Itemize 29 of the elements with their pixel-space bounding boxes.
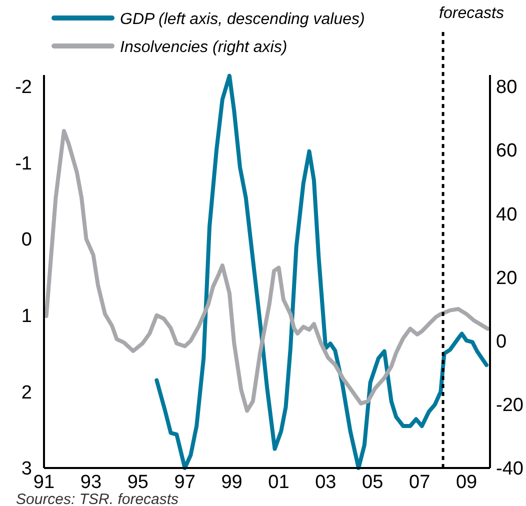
x-tick-label: 03 [315,472,336,493]
y2-tick-label: 80 [496,77,518,98]
y-tick-label: 1 [21,306,32,328]
legend-label: Insolvencies (right axis) [120,39,288,56]
y2-tick-label: 60 [496,140,518,162]
y2-tick-label: -20 [496,395,524,416]
y-tick-label: 0 [21,230,32,251]
line-series [154,74,488,470]
line-series [44,128,490,413]
source-note: Sources: TSR. forecasts [16,491,180,506]
y-tick-label: -1 [15,153,32,174]
x-tick-label: 99 [221,472,242,493]
y2-tick-label: 40 [496,204,518,226]
x-tick-label: 93 [80,472,102,493]
x-tick-label: 07 [409,472,430,493]
x-tick-label: 91 [33,472,55,493]
ref-line-label: forecasts [439,5,504,22]
y-tick-label: 2 [21,382,32,404]
x-tick-label: 95 [127,472,148,493]
y2-tick-label: 0 [496,331,507,352]
y2-tick-label: 20 [496,268,518,289]
x-tick-label: 97 [174,472,196,493]
x-tick-label: 09 [456,472,478,493]
y-tick-label: 3 [21,458,32,480]
y2-tick-label: -40 [496,458,524,480]
x-tick-label: 01 [268,472,290,493]
y-tick-label: -2 [15,77,32,98]
legend-label: GDP (left axis, descending values) [120,11,365,28]
x-tick-label: 05 [362,472,384,493]
